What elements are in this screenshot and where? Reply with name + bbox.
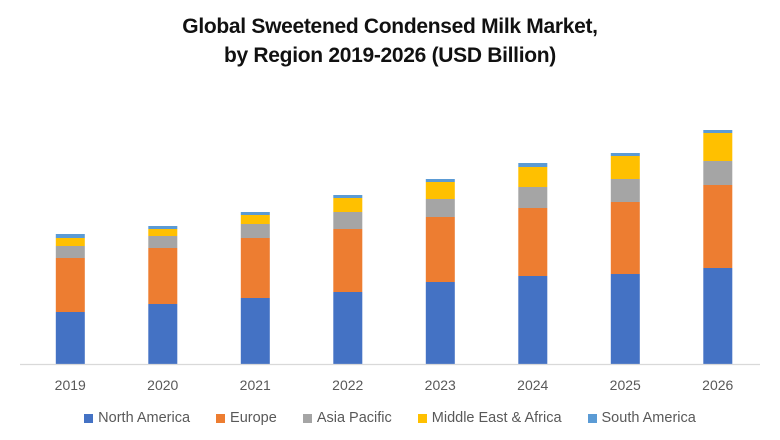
- legend-label: North America: [98, 410, 191, 426]
- bar-stack-2019: [55, 234, 85, 364]
- bar-segment-south-america-2024: [518, 163, 548, 167]
- bar-stack-2023: [425, 179, 455, 364]
- chart-title-line-1: Global Sweetened Condensed Milk Market,: [182, 15, 598, 38]
- bar-segment-middle-east-africa-2022: [333, 198, 363, 212]
- legend-item: South America: [587, 410, 696, 426]
- legend-swatch: [302, 413, 312, 423]
- bar-segment-middle-east-africa-2020: [148, 229, 178, 236]
- bar-segment-europe-2019: [55, 258, 85, 312]
- legend-item: Middle East & Africa: [417, 410, 562, 426]
- bar-stack-2021: [240, 212, 270, 364]
- bar-stack-2022: [333, 195, 363, 364]
- x-tick-label: 2021: [240, 377, 271, 393]
- bar-segment-south-america-2026: [703, 130, 733, 133]
- x-tick-label: 2023: [425, 377, 456, 393]
- bar-segment-asia-pacific-2021: [240, 224, 270, 238]
- bar-segment-north-america-2022: [333, 292, 363, 364]
- legend-item: North America: [84, 410, 190, 426]
- x-tick-label: 2020: [147, 377, 178, 393]
- bar-segment-north-america-2026: [703, 268, 733, 364]
- bar-segment-north-america-2020: [148, 304, 178, 364]
- legend-label: Middle East & Africa: [431, 410, 562, 426]
- bar-segment-europe-2021: [240, 238, 270, 298]
- bar-segment-south-america-2022: [333, 195, 363, 198]
- bar-segment-middle-east-africa-2026: [703, 133, 733, 161]
- chart-title: Global Sweetened Condensed Milk Market, …: [0, 12, 780, 70]
- x-tick-label: 2022: [332, 377, 363, 393]
- bar-segment-europe-2023: [425, 217, 455, 282]
- bar-segment-south-america-2019: [55, 234, 85, 238]
- bar-segment-europe-2024: [518, 208, 548, 276]
- legend-label: South America: [601, 410, 696, 426]
- bar-segment-europe-2022: [333, 229, 363, 292]
- x-tick-label: 2019: [55, 377, 86, 393]
- legend: North America Europe Asia Pacific Middle Ea…: [0, 410, 780, 426]
- bar-segment-asia-pacific-2020: [148, 236, 178, 248]
- legend-item: Europe: [216, 410, 277, 426]
- legend-swatch: [84, 413, 94, 423]
- bar-segment-middle-east-africa-2024: [518, 167, 548, 187]
- bar-segment-asia-pacific-2026: [703, 161, 733, 185]
- x-tick-label: 2025: [610, 377, 641, 393]
- legend-label: Asia Pacific: [316, 410, 392, 426]
- bar-stack-2026: [703, 130, 733, 364]
- bar-segment-asia-pacific-2023: [425, 199, 455, 217]
- bar-stack-2024: [518, 163, 548, 364]
- bar-segment-asia-pacific-2022: [333, 212, 363, 229]
- legend-swatch: [417, 413, 427, 423]
- bar-segment-south-america-2021: [240, 212, 270, 215]
- bar-segment-north-america-2024: [518, 276, 548, 364]
- bar-segment-north-america-2021: [240, 298, 270, 364]
- bar-stack-2020: [148, 226, 178, 364]
- chart-title-line-2: by Region 2019-2026 (USD Billion): [223, 44, 557, 67]
- bar-segment-middle-east-africa-2025: [610, 156, 640, 179]
- legend-label: Europe: [230, 410, 277, 426]
- bar-segment-north-america-2023: [425, 282, 455, 364]
- bar-segment-asia-pacific-2025: [610, 179, 640, 202]
- bar-segment-asia-pacific-2019: [55, 246, 85, 258]
- bar-segment-south-america-2023: [425, 179, 455, 182]
- bar-segment-asia-pacific-2024: [518, 187, 548, 208]
- legend-swatch: [216, 413, 226, 423]
- x-tick-label: 2024: [517, 377, 548, 393]
- bar-segment-south-america-2020: [148, 226, 178, 229]
- bar-segment-europe-2025: [610, 202, 640, 274]
- bar-segment-south-america-2025: [610, 153, 640, 156]
- legend-swatch: [587, 413, 597, 423]
- x-tick-label: 2026: [702, 377, 733, 393]
- bar-segment-middle-east-africa-2021: [240, 215, 270, 224]
- bar-segment-north-america-2019: [55, 312, 85, 364]
- bar-segment-north-america-2025: [610, 274, 640, 364]
- bars-group: [55, 130, 733, 364]
- bar-segment-europe-2020: [148, 248, 178, 304]
- x-axis-ticks: 2019 2020 2021 2022 2023 2024 2025 2026: [55, 377, 734, 393]
- bar-segment-europe-2026: [703, 185, 733, 268]
- bar-stack-2025: [610, 153, 640, 364]
- legend-item: Asia Pacific: [302, 410, 392, 426]
- bar-segment-middle-east-africa-2019: [55, 238, 85, 246]
- bar-segment-middle-east-africa-2023: [425, 182, 455, 199]
